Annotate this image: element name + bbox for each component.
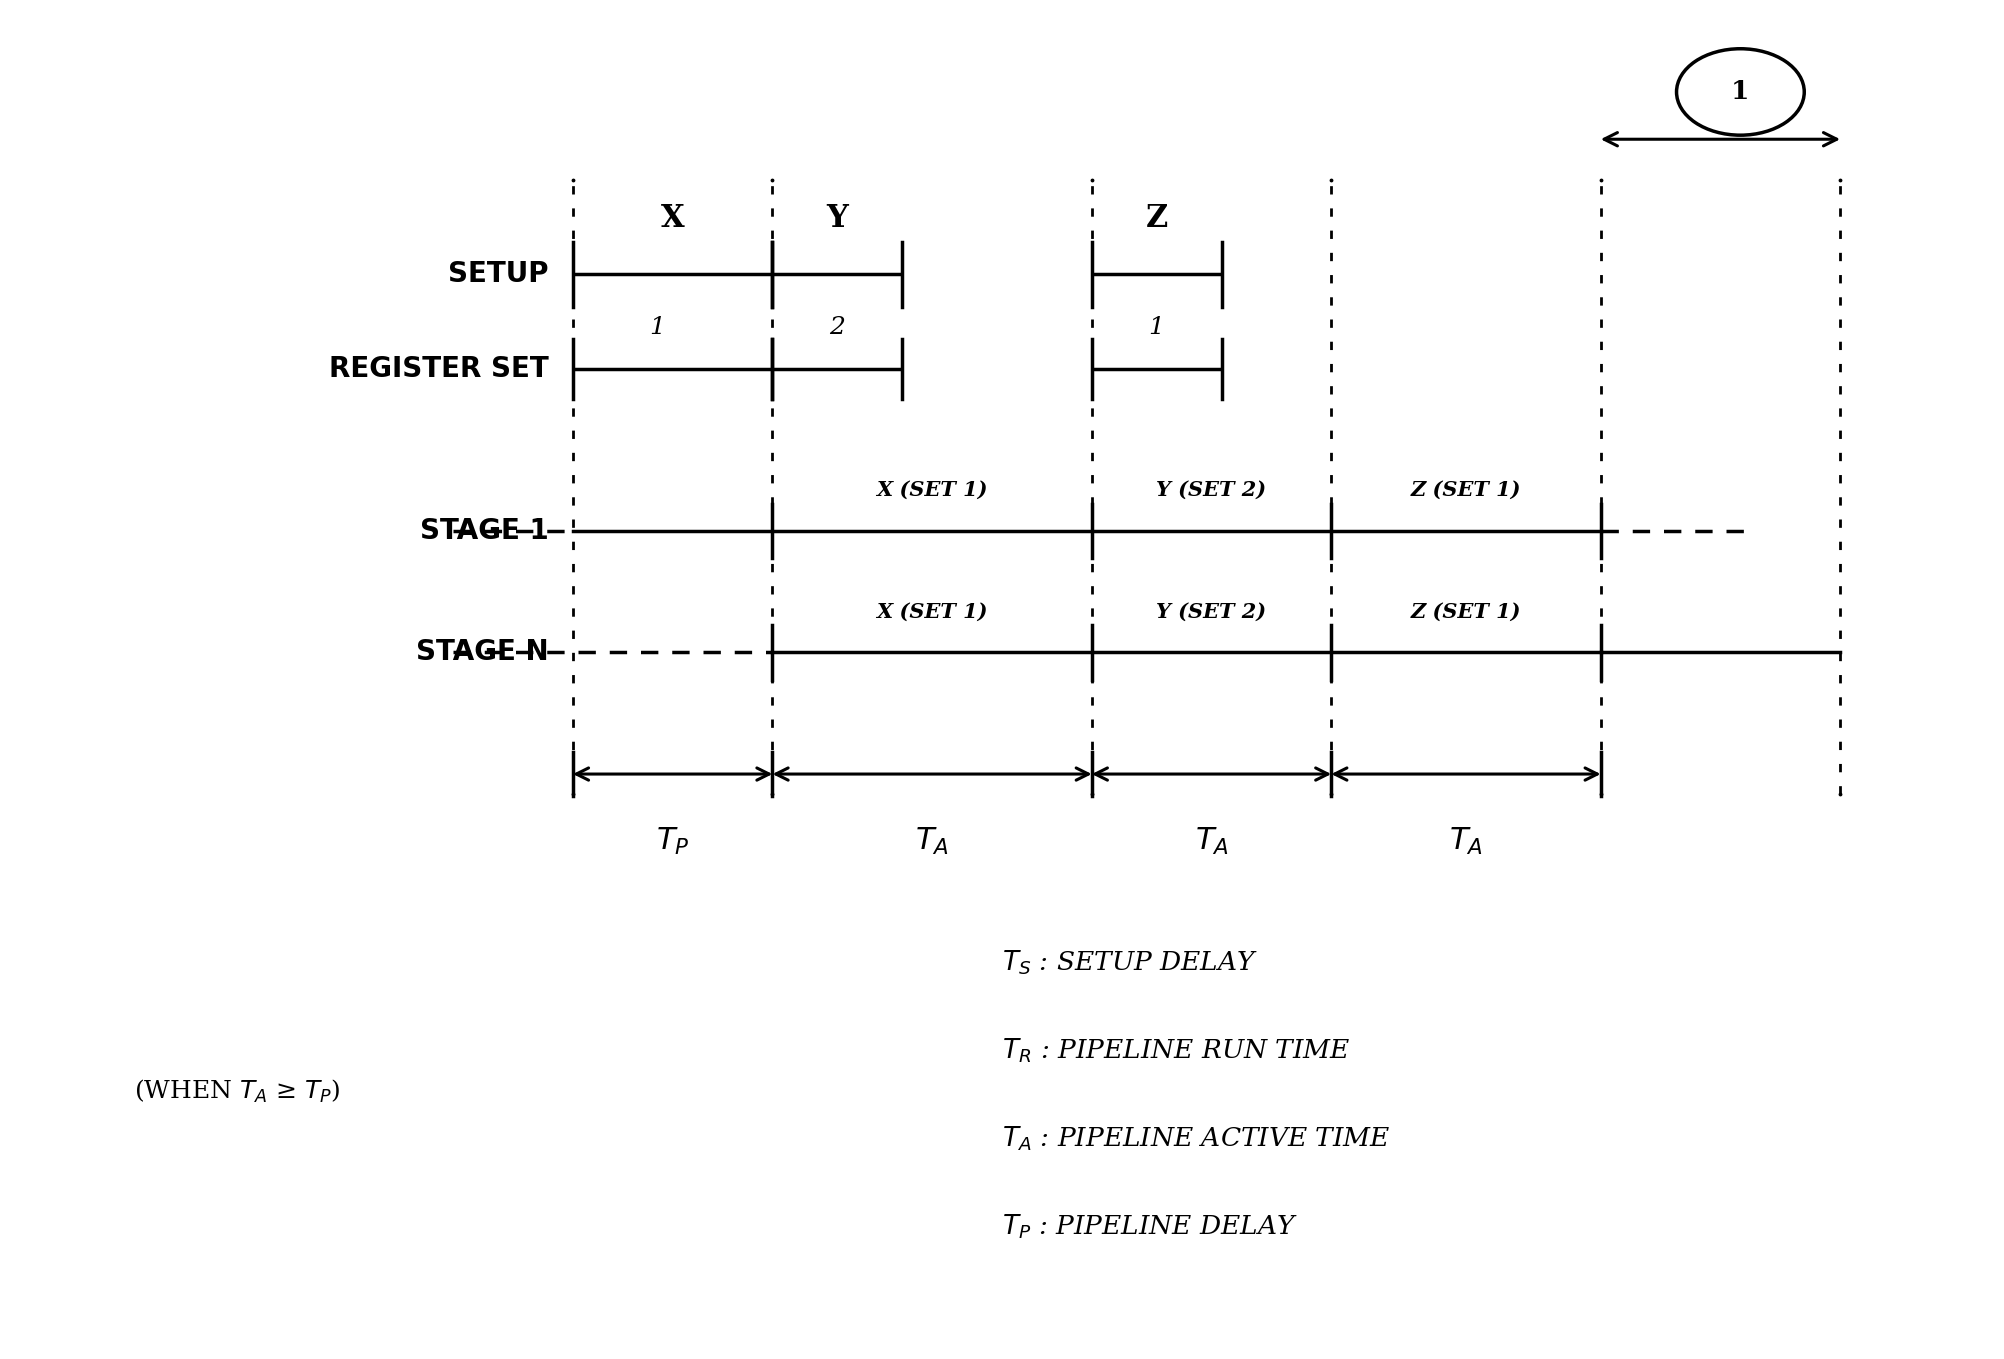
Text: X: X	[661, 202, 685, 234]
Text: (WHEN $T_A$ ≥ $T_P$): (WHEN $T_A$ ≥ $T_P$)	[134, 1078, 341, 1105]
Text: X (SET 1): X (SET 1)	[876, 602, 988, 621]
Text: 2: 2	[830, 317, 846, 340]
Text: Y (SET 2): Y (SET 2)	[1156, 602, 1267, 621]
Text: $T_A$: $T_A$	[1449, 826, 1483, 858]
Text: Y (SET 2): Y (SET 2)	[1156, 480, 1267, 500]
Text: $T_A$ : PIPELINE ACTIVE TIME: $T_A$ : PIPELINE ACTIVE TIME	[1002, 1124, 1391, 1152]
Text: $T_S$ : SETUP DELAY: $T_S$ : SETUP DELAY	[1002, 949, 1259, 977]
Text: $T_P$: $T_P$	[655, 826, 689, 858]
Text: $T_R$ : PIPELINE RUN TIME: $T_R$ : PIPELINE RUN TIME	[1002, 1037, 1351, 1065]
Text: $T_A$: $T_A$	[1194, 826, 1228, 858]
Text: Z (SET 1): Z (SET 1)	[1411, 480, 1521, 500]
Text: REGISTER SET: REGISTER SET	[329, 355, 549, 383]
Text: X (SET 1): X (SET 1)	[876, 480, 988, 500]
Text: Z (SET 1): Z (SET 1)	[1411, 602, 1521, 621]
Text: $T_A$: $T_A$	[916, 826, 950, 858]
Text: Y: Y	[826, 202, 848, 234]
Text: 1: 1	[1731, 79, 1749, 105]
Text: 1: 1	[649, 317, 665, 340]
Text: SETUP: SETUP	[449, 261, 549, 288]
Text: STAGE N: STAGE N	[417, 639, 549, 666]
Text: Z: Z	[1146, 202, 1168, 234]
Text: $T_P$ : PIPELINE DELAY: $T_P$ : PIPELINE DELAY	[1002, 1212, 1299, 1241]
Text: 1: 1	[1148, 317, 1164, 340]
Text: STAGE 1: STAGE 1	[421, 516, 549, 545]
